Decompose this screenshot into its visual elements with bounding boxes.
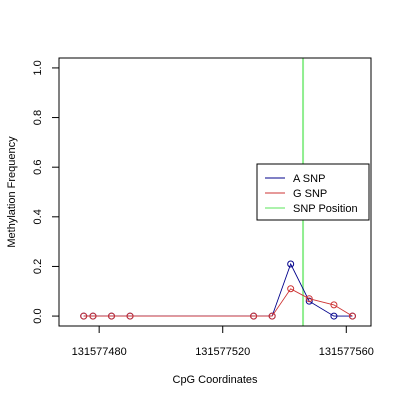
series-line-0 <box>83 262 353 317</box>
legend-label: SNP Position <box>293 203 358 215</box>
data-point <box>330 312 338 320</box>
y-tick-label: 0.6 <box>32 160 44 175</box>
y-tick-label: 0.2 <box>32 259 44 274</box>
y-tick-label: 0.0 <box>32 308 44 323</box>
data-point <box>330 301 338 309</box>
y-axis-label: Methylation Frequency <box>6 136 18 248</box>
y-tick-label: 0.8 <box>32 110 44 125</box>
data-point <box>126 312 134 320</box>
legend-box <box>256 163 370 221</box>
y-tick-label: 0.4 <box>32 209 44 224</box>
legend-label: A SNP <box>293 173 325 185</box>
data-point <box>287 260 295 268</box>
data-point <box>348 312 356 320</box>
series-line-1 <box>83 288 353 317</box>
data-point <box>305 295 313 303</box>
legend-label: G SNP <box>293 188 327 200</box>
data-point <box>287 285 295 293</box>
data-point <box>268 312 276 320</box>
data-point <box>80 312 88 320</box>
y-axis: 0.0 0.2 0.4 0.6 0.8 1.0 <box>32 60 60 324</box>
data-point <box>305 297 313 305</box>
y-tick-label: 1.0 <box>32 60 44 75</box>
series-layer <box>80 260 356 320</box>
x-axis: 131577480 131577520 131577560 <box>72 325 374 358</box>
x-tick-label: 131577480 <box>72 346 127 358</box>
legend: A SNP G SNP SNP Position <box>256 163 370 221</box>
x-axis-label: CpG Coordinates <box>173 374 258 386</box>
x-tick-label: 131577520 <box>195 346 250 358</box>
data-point <box>89 312 97 320</box>
data-point <box>250 312 258 320</box>
data-point <box>108 312 116 320</box>
x-tick-label: 131577560 <box>319 346 374 358</box>
